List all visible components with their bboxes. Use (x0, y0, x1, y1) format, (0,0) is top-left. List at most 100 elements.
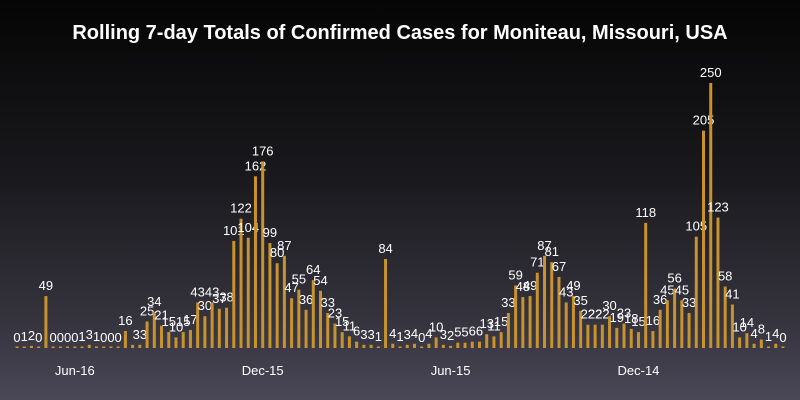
data-label: 23 (328, 306, 342, 321)
data-label: 58 (718, 269, 732, 284)
bar (658, 309, 662, 348)
bar (723, 286, 727, 348)
data-label: 84 (378, 241, 392, 256)
bar (405, 344, 409, 348)
bar (456, 342, 460, 348)
bar (586, 324, 590, 348)
bar (427, 343, 431, 348)
data-label: 14 (740, 315, 754, 330)
data-label: 71 (530, 255, 544, 270)
data-label: 47 (284, 280, 298, 295)
data-label: 6 (353, 324, 360, 339)
bar (398, 346, 402, 348)
bar (210, 302, 214, 348)
bar (477, 341, 481, 348)
bar (333, 323, 337, 348)
bar (636, 332, 640, 348)
data-label: 250 (700, 65, 722, 80)
bar (268, 243, 272, 348)
data-label: 1 (21, 329, 28, 344)
data-label: 30 (602, 298, 616, 313)
data-label: 87 (277, 238, 291, 253)
bar (644, 222, 648, 348)
data-label: 23 (617, 306, 631, 321)
bar (87, 344, 91, 348)
bar (557, 276, 561, 348)
data-label: 205 (693, 113, 715, 128)
bar (434, 337, 438, 348)
data-label: 0 (779, 330, 786, 345)
bar (167, 332, 171, 348)
data-label: 3 (440, 327, 447, 342)
data-label: 10 (732, 319, 746, 334)
data-label: 4 (772, 326, 779, 341)
data-label: 22 (581, 307, 595, 322)
data-label: 33 (133, 327, 147, 342)
data-label: 17 (183, 312, 197, 327)
data-label: 101 (223, 223, 245, 238)
bar (239, 218, 243, 348)
data-label: 56 (667, 271, 681, 286)
data-label: 36 (653, 292, 667, 307)
data-label: 33 (501, 295, 515, 310)
bar (102, 346, 106, 348)
data-label: 25 (140, 304, 154, 319)
data-label: 33 (321, 295, 335, 310)
data-label: 48 (516, 279, 530, 294)
data-label: 80 (270, 245, 284, 260)
data-label: 37 (212, 291, 226, 306)
data-label: 105 (685, 219, 707, 234)
bar (709, 83, 713, 348)
data-label: 0 (57, 330, 64, 345)
data-label: 35 (573, 293, 587, 308)
bar (412, 343, 416, 348)
data-label: 43 (559, 284, 573, 299)
data-label: 10 (169, 319, 183, 334)
data-label: 3 (404, 327, 411, 342)
bar (152, 311, 156, 348)
bar (66, 346, 70, 348)
data-label: 55 (292, 272, 306, 287)
data-label: 67 (552, 259, 566, 274)
bar (326, 313, 330, 348)
x-tick-label: Dec-14 (618, 363, 660, 378)
bar (138, 344, 142, 348)
bar (94, 346, 98, 348)
bar (665, 300, 669, 348)
bar (615, 327, 619, 348)
bar (109, 346, 113, 348)
bar (391, 343, 395, 348)
bar (752, 343, 756, 348)
data-label: 21 (154, 308, 168, 323)
data-label: 11 (343, 318, 357, 333)
x-tick-label: Jun-16 (55, 363, 95, 378)
data-label: 5 (454, 325, 461, 340)
bar (225, 307, 229, 348)
bar (716, 217, 720, 348)
bar (694, 236, 698, 348)
bar (470, 341, 474, 348)
bar (376, 346, 380, 348)
data-label: 0 (115, 330, 122, 345)
x-tick-label: Dec-15 (242, 363, 284, 378)
bar (37, 346, 41, 348)
bar (340, 332, 344, 348)
data-label: 16 (646, 313, 660, 328)
data-label: 0 (13, 330, 20, 345)
bar (181, 332, 185, 348)
bar (673, 288, 677, 348)
data-label: 19 (610, 310, 624, 325)
data-label: 1 (396, 329, 403, 344)
data-label: 22 (588, 307, 602, 322)
bar (15, 346, 19, 348)
data-label: 3 (367, 327, 374, 342)
data-label: 2 (28, 328, 35, 343)
data-label: 11 (487, 318, 501, 333)
data-label: 1 (78, 329, 85, 344)
data-label: 15 (494, 314, 508, 329)
data-label: 41 (725, 287, 739, 302)
bar (463, 342, 467, 348)
bar (290, 298, 294, 348)
bar (29, 345, 33, 348)
